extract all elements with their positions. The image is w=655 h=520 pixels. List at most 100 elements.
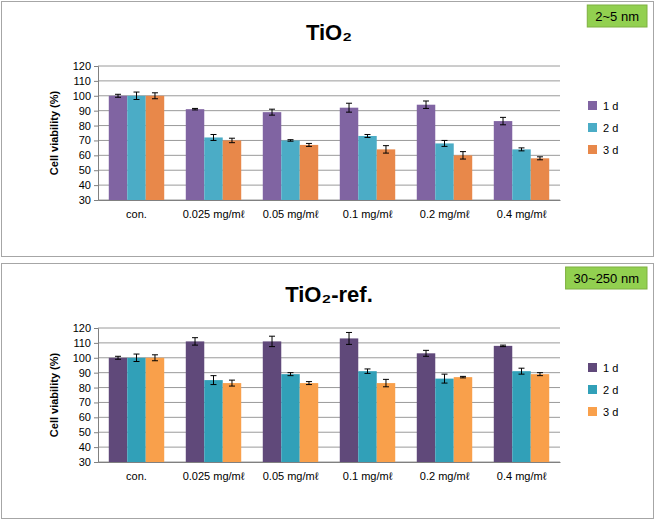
legend-label: 3 d (603, 144, 618, 156)
y-tick: 70 (79, 134, 98, 146)
bar (263, 341, 281, 462)
bar (186, 109, 204, 200)
error-stem (272, 109, 273, 115)
error-cap (134, 92, 140, 93)
y-tick-label: 80 (79, 382, 91, 394)
y-tick-label: 50 (79, 164, 91, 176)
error-stem (385, 146, 386, 153)
error-cap (229, 386, 235, 387)
error-cap (152, 360, 158, 361)
bar (300, 145, 318, 200)
error-stem (444, 374, 445, 383)
annotation: 30~250 nm (574, 271, 639, 286)
error-cap (442, 140, 448, 141)
y-tick: 60 (79, 149, 98, 161)
y-tick-mark (94, 66, 98, 67)
error-bar (229, 138, 235, 142)
x-tick-label: 0.1 mg/mℓ (343, 208, 393, 220)
bar (377, 149, 395, 200)
panel-frame (2, 264, 654, 519)
legend-item: 2 d (588, 122, 618, 134)
bar (281, 374, 299, 462)
legend-item: 2 d (588, 384, 618, 396)
error-cap (192, 345, 198, 346)
error-bar (269, 109, 275, 115)
y-axis-line (94, 67, 99, 201)
y-tick: 100 (73, 90, 98, 102)
error-cap (346, 344, 352, 345)
bar (146, 358, 164, 462)
bar (358, 136, 376, 200)
y-tick-mark (94, 402, 98, 403)
x-tick: 0.025 mg/mℓ (183, 200, 245, 220)
error-cap (519, 368, 525, 369)
y-tick: 70 (79, 396, 98, 408)
error-cap (365, 368, 371, 369)
y-tick-mark (94, 155, 98, 156)
error-bar (500, 117, 506, 124)
y-tick-label: 100 (73, 352, 91, 364)
bar (531, 158, 549, 200)
error-bar (152, 355, 158, 361)
error-cap (192, 108, 198, 109)
error-cap (537, 375, 543, 376)
grid-line (98, 328, 560, 329)
grid-line (98, 140, 560, 141)
legend-label: 3 d (603, 406, 618, 418)
legend-swatch (588, 385, 597, 394)
bar (494, 346, 512, 462)
grid-line (98, 185, 560, 186)
error-cap (152, 354, 158, 355)
grid-line (98, 155, 560, 156)
x-axis: con.0.025 mg/mℓ0.05 mg/mℓ0.1 mg/mℓ0.2 mg… (99, 200, 561, 220)
error-cap (269, 115, 275, 116)
grid-line (98, 447, 560, 448)
chart-canvas: 30405060708090100110120con.0.025 mg/mℓ0.… (0, 0, 655, 520)
bar (377, 383, 395, 462)
x-tick: 0.4 mg/mℓ (497, 200, 547, 220)
error-cap (288, 139, 294, 140)
y-axis-line (94, 329, 99, 463)
error-cap (442, 374, 448, 375)
y-axis: 30405060708090100110120 (73, 322, 99, 468)
error-stem (213, 134, 214, 140)
grid-line (98, 357, 560, 358)
y-tick: 50 (79, 426, 98, 438)
error-cap (383, 379, 389, 380)
legend-swatch (588, 145, 597, 154)
error-bar (192, 338, 198, 345)
grid-line (98, 170, 560, 171)
grid-line (98, 417, 560, 418)
error-cap (442, 146, 448, 147)
error-bar (115, 94, 121, 97)
x-axis: con.0.025 mg/mℓ0.05 mg/mℓ0.1 mg/mℓ0.2 mg… (99, 462, 561, 482)
bar (340, 338, 358, 462)
error-cap (346, 332, 352, 333)
bar (300, 383, 318, 462)
error-bar (346, 103, 352, 112)
annotation: 2~5 nm (595, 9, 639, 24)
legend-swatch (588, 363, 597, 372)
y-axis-title: Cell viability (%) (48, 90, 60, 175)
error-cap (423, 100, 429, 101)
bar (223, 383, 241, 462)
error-cap (192, 337, 198, 338)
error-cap (269, 336, 275, 337)
error-cap (500, 345, 506, 346)
bar (109, 358, 127, 462)
error-stem (195, 338, 196, 345)
error-stem (272, 336, 273, 346)
grid-line (98, 387, 560, 388)
grid-line (98, 125, 560, 126)
y-tick-mark (94, 373, 98, 374)
y-tick: 80 (79, 120, 98, 132)
error-stem (444, 140, 445, 146)
bar (223, 140, 241, 200)
x-tick-label: 0.2 mg/mℓ (420, 470, 470, 482)
grid-line (98, 432, 560, 433)
legend: 1 d2 d3 d (588, 100, 618, 156)
error-cap (288, 372, 294, 373)
x-tick: 0.025 mg/mℓ (183, 462, 245, 482)
bar-series (146, 93, 549, 200)
bar (204, 137, 222, 200)
